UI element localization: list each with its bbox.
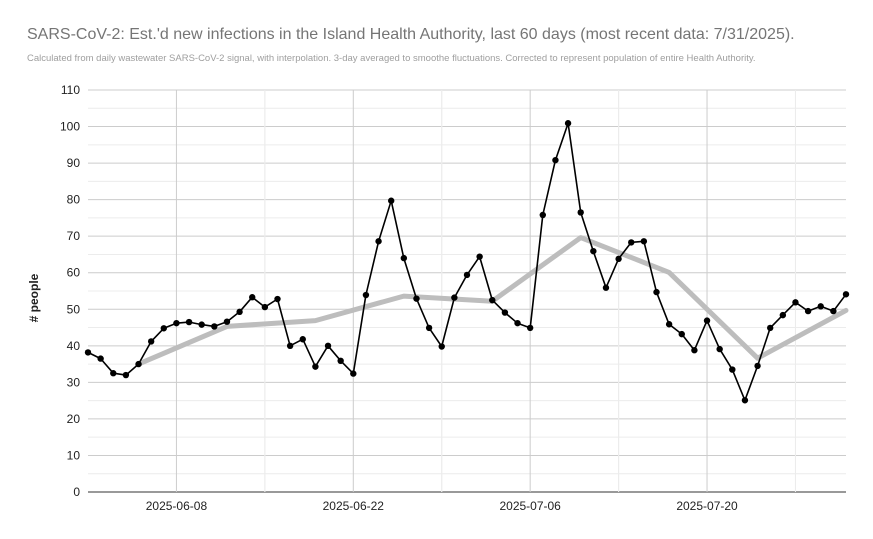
y-tick-label: 80 bbox=[67, 193, 81, 207]
y-tick-label: 0 bbox=[73, 485, 80, 499]
y-axis-ticks: 0 10 20 30 40 50 60 70 80 90 100 110 bbox=[60, 83, 80, 499]
y-tick-label: 40 bbox=[67, 339, 81, 353]
data-point bbox=[842, 291, 850, 298]
data-point bbox=[703, 317, 711, 324]
data-point bbox=[337, 357, 344, 365]
y-tick-label: 50 bbox=[67, 302, 81, 316]
data-point bbox=[236, 308, 243, 316]
y-tick-label: 30 bbox=[67, 375, 81, 389]
data-point bbox=[350, 370, 357, 377]
data-point bbox=[526, 324, 534, 332]
data-point bbox=[640, 238, 648, 245]
data-point bbox=[400, 254, 408, 262]
data-point bbox=[122, 371, 130, 379]
data-point bbox=[691, 347, 698, 354]
data-point bbox=[665, 321, 673, 328]
daily-series-line bbox=[87, 122, 847, 402]
data-point bbox=[147, 338, 155, 345]
data-point bbox=[590, 247, 597, 255]
data-point bbox=[324, 342, 332, 350]
chart-subtitle: Calculated from daily wastewater SARS-Co… bbox=[27, 53, 756, 64]
data-point bbox=[804, 307, 812, 315]
data-point bbox=[438, 343, 445, 350]
data-point bbox=[501, 309, 509, 316]
data-point bbox=[173, 319, 180, 327]
data-point bbox=[552, 156, 559, 164]
y-tick-label: 110 bbox=[61, 83, 80, 97]
y-tick-label: 100 bbox=[60, 120, 80, 134]
data-point bbox=[779, 311, 787, 319]
x-tick-label: 2025-06-22 bbox=[323, 499, 385, 513]
y-axis-label: # people bbox=[27, 273, 41, 322]
data-point bbox=[388, 197, 395, 204]
grid-lines bbox=[88, 89, 846, 493]
data-point bbox=[678, 330, 685, 338]
data-point bbox=[451, 294, 458, 301]
data-point bbox=[135, 360, 142, 368]
data-point bbox=[653, 288, 660, 296]
series-layer bbox=[84, 120, 850, 404]
data-point bbox=[729, 366, 736, 373]
data-point bbox=[754, 362, 761, 370]
y-tick-label: 70 bbox=[67, 229, 81, 243]
data-point bbox=[362, 291, 370, 299]
data-point bbox=[615, 255, 622, 263]
data-point bbox=[261, 303, 269, 311]
data-point bbox=[97, 355, 104, 362]
data-point bbox=[299, 336, 306, 343]
data-point bbox=[110, 370, 117, 377]
data-point bbox=[312, 363, 319, 370]
y-tick-label: 60 bbox=[67, 266, 81, 280]
data-point bbox=[539, 211, 546, 219]
data-point bbox=[476, 253, 483, 260]
y-tick-label: 90 bbox=[67, 156, 81, 170]
chart-title: SARS-CoV-2: Est.'d new infections in the… bbox=[27, 26, 795, 43]
data-point bbox=[830, 307, 837, 315]
data-point bbox=[602, 284, 610, 291]
data-point bbox=[211, 323, 218, 330]
data-point bbox=[489, 296, 496, 304]
data-point bbox=[425, 324, 433, 332]
data-point bbox=[223, 318, 231, 325]
data-point bbox=[198, 321, 205, 328]
x-tick-label: 2025-06-08 bbox=[146, 499, 208, 513]
data-point bbox=[577, 209, 584, 216]
data-point bbox=[160, 325, 167, 332]
data-point bbox=[767, 324, 774, 332]
data-point bbox=[741, 397, 749, 404]
data-point bbox=[375, 238, 382, 245]
data-point bbox=[792, 299, 799, 306]
data-point bbox=[716, 345, 723, 353]
data-point bbox=[249, 294, 256, 301]
data-point bbox=[628, 239, 635, 246]
data-point bbox=[413, 295, 420, 302]
y-tick-label: 20 bbox=[67, 412, 81, 426]
y-tick-label: 10 bbox=[67, 448, 81, 462]
data-point bbox=[84, 349, 92, 356]
x-axis-ticks: 2025-06-08 2025-06-22 2025-07-06 2025-07-20 bbox=[146, 499, 738, 513]
x-tick-label: 2025-07-20 bbox=[676, 499, 738, 513]
data-point bbox=[564, 120, 572, 127]
data-point bbox=[185, 318, 193, 326]
data-point bbox=[817, 303, 824, 310]
data-point bbox=[274, 295, 281, 303]
data-point bbox=[514, 319, 521, 327]
data-point bbox=[463, 271, 471, 279]
x-tick-label: 2025-07-06 bbox=[499, 499, 561, 513]
data-point bbox=[286, 342, 294, 350]
